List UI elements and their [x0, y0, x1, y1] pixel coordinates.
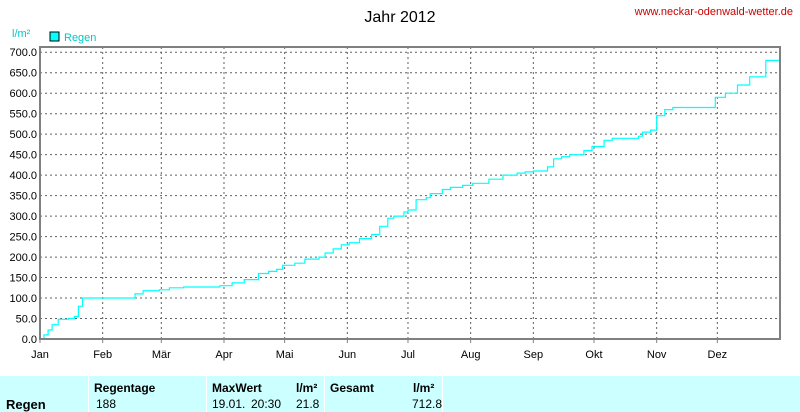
x-tick-label: Jan — [31, 349, 49, 361]
y-tick-label: 350.0 — [9, 191, 37, 203]
legend-swatch-regen — [49, 31, 60, 42]
maxwert-header: MaxWert — [212, 381, 262, 395]
stats-panel: Regentage MaxWert l/m² Gesamt l/m² Regen… — [0, 376, 800, 412]
y-tick-label: 250.0 — [9, 232, 37, 244]
legend-label-regen: Regen — [64, 32, 96, 44]
maxwert-unit: l/m² — [296, 381, 318, 395]
y-tick-label: 450.0 — [9, 150, 37, 162]
x-tick-label: Nov — [647, 349, 667, 361]
x-tick-label: Apr — [215, 349, 232, 361]
stats-divider — [442, 376, 443, 412]
legend: Regen — [49, 31, 96, 44]
x-tick-label: Sep — [524, 349, 544, 361]
x-tick-label: Mär — [152, 349, 171, 361]
grid — [39, 47, 780, 340]
y-tick-label: 550.0 — [9, 109, 37, 121]
x-tick-label: Aug — [461, 349, 481, 361]
x-tick-label: Jul — [401, 349, 415, 361]
gesamt-value: 712.8 — [412, 397, 443, 411]
maxwert-date: 19.01. — [212, 397, 246, 411]
y-tick-label: 150.0 — [9, 273, 37, 285]
gesamt-unit: l/m² — [413, 381, 435, 395]
y-tick-label: 500.0 — [9, 129, 37, 141]
gesamt-header: Gesamt — [330, 381, 375, 395]
y-tick-label: 700.0 — [9, 47, 37, 59]
y-tick-label: 400.0 — [9, 170, 37, 182]
x-tick-label: Okt — [585, 349, 602, 361]
y-tick-label: 600.0 — [9, 88, 37, 100]
x-tick-label: Mai — [276, 349, 294, 361]
rain-chart: Jahr 2012 www.neckar-odenwald-wetter.de … — [9, 6, 793, 361]
stats-divider — [88, 376, 89, 412]
x-axis-ticks: Jan Feb Mär Apr Mai Jun Jul Aug Sep Okt Nov Dez — [31, 339, 727, 361]
maxwert-value: 21.8 — [296, 397, 320, 411]
plot-frame — [39, 46, 781, 340]
y-tick-label: 100.0 — [9, 293, 37, 305]
y-tick-label: 0.0 — [22, 334, 37, 346]
y-axis-ticks: 0.0 50.0 100.0 150.0 200.0 250.0 300.0 350.0 400… — [9, 47, 37, 346]
maxwert-time: 20:30 — [251, 397, 282, 411]
stats-row-label: Regen — [6, 397, 46, 412]
stats-divider — [206, 376, 207, 412]
stats-divider — [324, 376, 325, 412]
regentage-value: 188 — [96, 397, 117, 411]
y-tick-label: 300.0 — [9, 211, 37, 223]
series-line-regen — [40, 47, 781, 340]
y-axis-unit: l/m² — [12, 28, 31, 40]
site-url[interactable]: www.neckar-odenwald-wetter.de — [634, 6, 793, 18]
x-tick-label: Dez — [708, 349, 728, 361]
x-tick-label: Feb — [93, 349, 112, 361]
y-tick-label: 650.0 — [9, 68, 37, 80]
regentage-header: Regentage — [94, 381, 156, 395]
y-tick-label: 50.0 — [16, 314, 37, 326]
chart-title: Jahr 2012 — [364, 9, 435, 26]
x-tick-label: Jun — [338, 349, 356, 361]
y-tick-label: 200.0 — [9, 252, 37, 264]
